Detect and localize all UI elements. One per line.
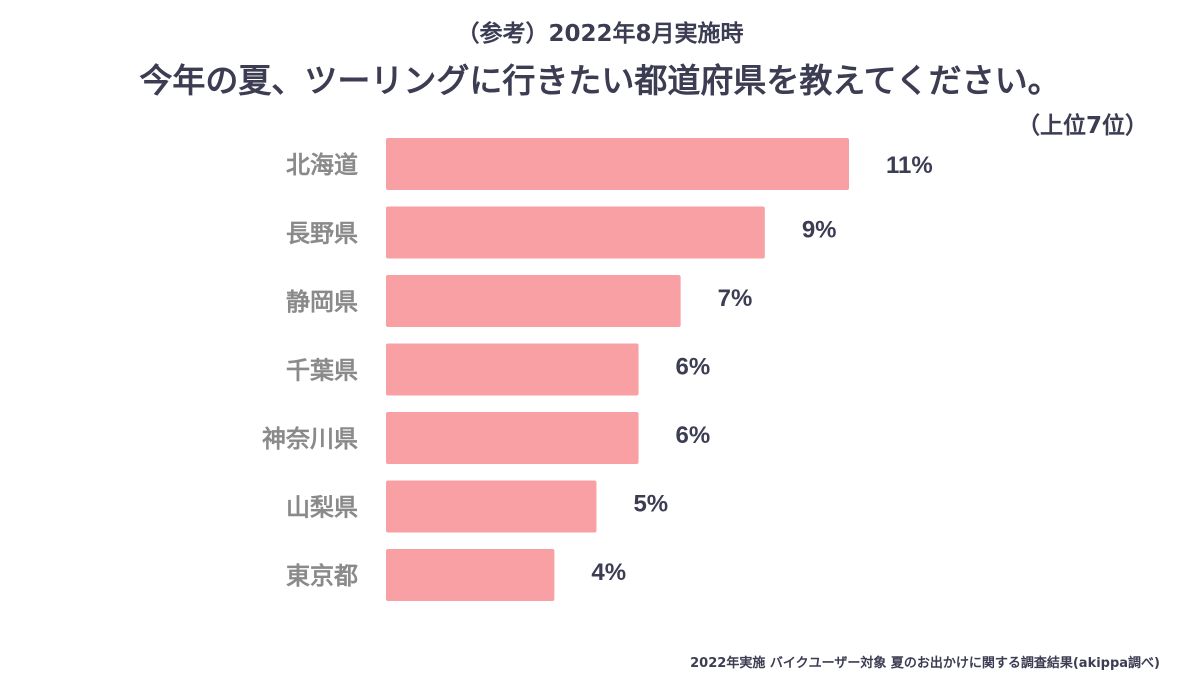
category-label: 静岡県 (286, 288, 358, 316)
category-label: 東京都 (286, 562, 358, 590)
category-label: 山梨県 (286, 494, 358, 522)
bar-6 (386, 480, 597, 533)
value-label: 11% (886, 152, 933, 179)
value-label: 4% (591, 559, 626, 586)
value-label: 6% (676, 354, 711, 381)
value-label: 7% (718, 285, 753, 312)
chart-title: 今年の夏、ツーリングに行きたい都道府県を教えてください。 (139, 61, 1061, 100)
category-label: 長野県 (286, 220, 358, 248)
rank-note: （上位7位） (1016, 113, 1148, 139)
chart-subtitle: （参考）2022年8月実施時 (456, 21, 744, 47)
bar-3 (386, 275, 681, 327)
category-label: 千葉県 (286, 357, 358, 385)
bar-1 (386, 138, 849, 190)
bar-4 (386, 343, 639, 396)
value-label: 6% (676, 422, 711, 449)
value-label: 5% (633, 491, 668, 518)
bar-5 (386, 412, 639, 464)
category-label: 神奈川県 (262, 425, 358, 453)
bar-2 (386, 206, 765, 259)
bar-7 (386, 549, 555, 601)
category-label: 北海道 (286, 151, 358, 179)
source-note: 2022年実施 バイクユーザー対象 夏のお出かけに関する調査結果(akippa調… (690, 656, 1160, 671)
value-label: 9% (802, 217, 837, 244)
